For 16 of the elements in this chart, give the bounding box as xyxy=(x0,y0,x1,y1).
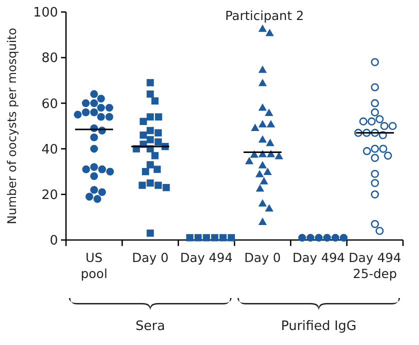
y-tick-label: 80 xyxy=(41,51,58,66)
x-tick-label: US pool xyxy=(80,250,108,281)
y-axis-title: Number of oocysts per mosquito xyxy=(5,28,19,224)
x-tick-label: Day 494 25-dep xyxy=(348,250,402,281)
text: Purified IgG xyxy=(280,319,357,334)
y-tick-label: 100 xyxy=(33,6,58,21)
x-tick-label: Day 494 xyxy=(292,250,346,265)
y-tick-label: 20 xyxy=(41,188,58,203)
y-tick-label: 60 xyxy=(41,96,58,112)
x-tick-label: Day 0 xyxy=(244,250,281,265)
text: Sera xyxy=(135,319,166,334)
x-tick-label: Day 494 xyxy=(180,250,233,265)
chart-title: Participant 2 xyxy=(225,8,304,23)
x-tick-label: Day 0 xyxy=(132,250,169,265)
y-tick-label: 0 xyxy=(50,234,58,249)
y-tick-label: 40 xyxy=(41,142,58,158)
